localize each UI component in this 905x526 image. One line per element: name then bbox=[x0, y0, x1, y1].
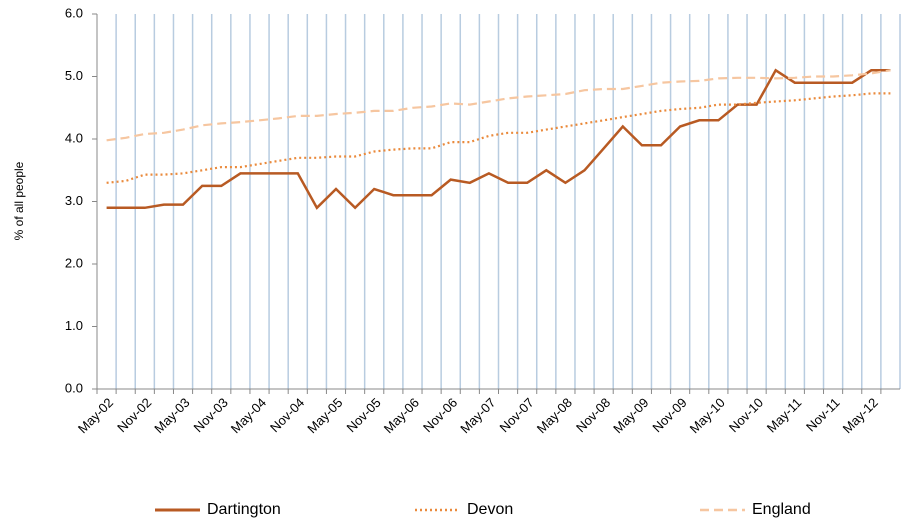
y-tick-label: 4.0 bbox=[65, 130, 83, 145]
x-tick-label: May-03 bbox=[151, 395, 192, 436]
line-series bbox=[106, 92, 891, 184]
x-tick-label: Nov-10 bbox=[726, 395, 766, 435]
x-tick-label: May-11 bbox=[764, 395, 805, 436]
y-tick-label: 2.0 bbox=[65, 255, 83, 270]
y-tick-label: 5.0 bbox=[65, 68, 83, 83]
legend-label: Devon bbox=[467, 501, 513, 518]
x-tick-label: Nov-07 bbox=[496, 395, 536, 435]
x-tick-label: Nov-09 bbox=[649, 395, 689, 435]
x-tick-label: May-04 bbox=[228, 395, 269, 436]
line-series bbox=[106, 69, 891, 142]
y-tick-label: 6.0 bbox=[65, 5, 83, 20]
x-tick-label: May-09 bbox=[610, 395, 651, 436]
x-tick-label: Nov-04 bbox=[267, 395, 307, 435]
y-tick-label: 1.0 bbox=[65, 318, 83, 333]
legend-label: England bbox=[752, 501, 811, 518]
line-series bbox=[106, 68, 891, 210]
x-tick-label: Nov-06 bbox=[420, 395, 460, 435]
x-tick-label: May-10 bbox=[687, 395, 728, 436]
x-tick-label: May-12 bbox=[840, 395, 881, 436]
x-tick-label: May-07 bbox=[457, 395, 498, 436]
x-tick-label: May-06 bbox=[381, 395, 422, 436]
x-tick-label: Nov-11 bbox=[803, 395, 843, 435]
x-tick-label: Nov-02 bbox=[114, 395, 154, 435]
x-tick-label: May-05 bbox=[304, 395, 345, 436]
x-tick-label: May-08 bbox=[534, 395, 575, 436]
y-tick-label: 0.0 bbox=[65, 380, 83, 395]
y-tick-label: 3.0 bbox=[65, 193, 83, 208]
x-tick-label: Nov-03 bbox=[191, 395, 231, 435]
x-tick-label: May-02 bbox=[75, 395, 116, 436]
x-tick-label: Nov-05 bbox=[344, 395, 384, 435]
x-tick-label: Nov-08 bbox=[573, 395, 613, 435]
legend-label: Dartington bbox=[207, 501, 281, 518]
y-axis-label: % of all people bbox=[12, 161, 26, 240]
